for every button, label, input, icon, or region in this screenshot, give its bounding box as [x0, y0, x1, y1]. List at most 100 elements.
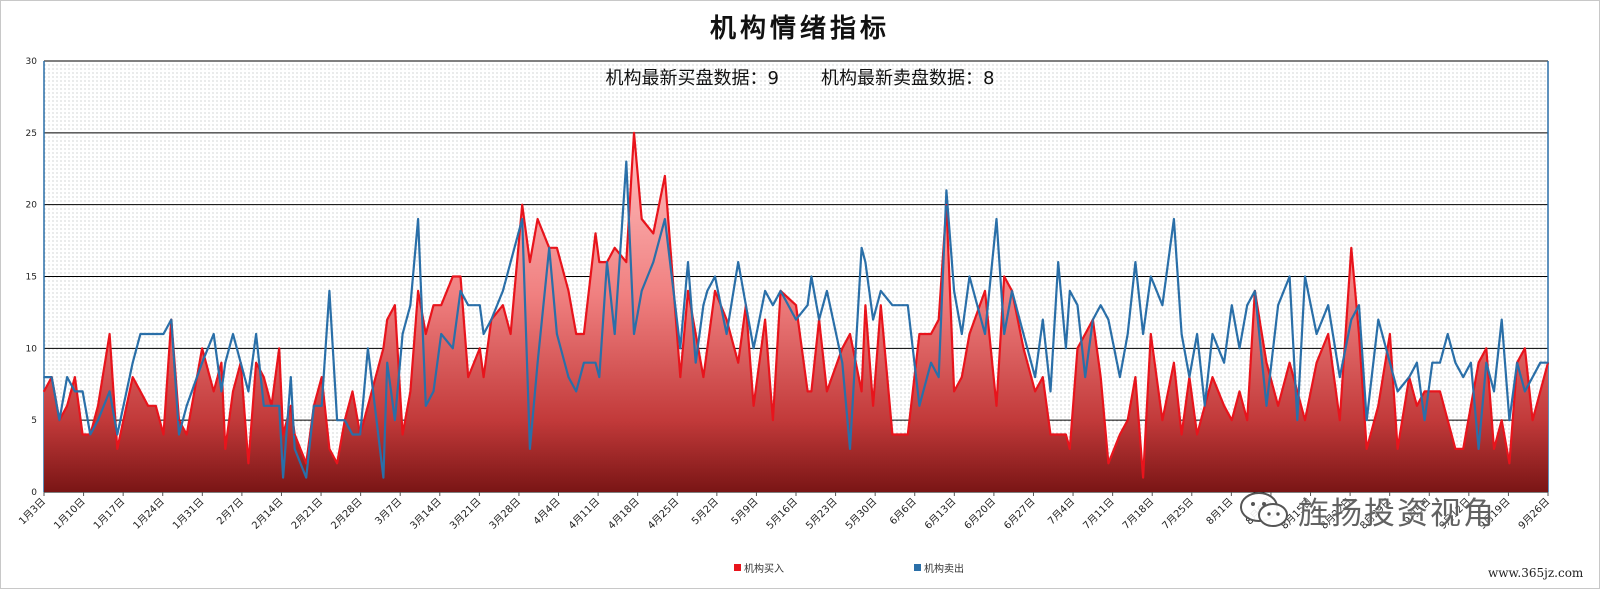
sell-point: [687, 261, 689, 263]
buy-point: [432, 304, 435, 307]
legend-item-sell: 机构卖出: [914, 560, 964, 575]
sell-point: [502, 290, 504, 292]
sell-point: [937, 376, 940, 378]
sell-point: [1069, 290, 1071, 292]
buy-point: [1350, 246, 1353, 249]
sell-point: [1092, 318, 1094, 321]
sell-point: [201, 361, 203, 364]
sell-point: [220, 390, 223, 393]
buy-point: [1034, 390, 1036, 393]
sell-point: [1416, 361, 1418, 364]
sell-point: [1470, 361, 1472, 364]
sell-point: [548, 246, 550, 249]
buy-point: [116, 448, 119, 450]
buy-point: [1500, 419, 1503, 421]
buy-point: [328, 448, 331, 450]
buy-point: [509, 333, 512, 335]
sell-point: [826, 290, 828, 292]
sell-point: [1524, 390, 1526, 393]
sell-point: [1211, 333, 1214, 335]
sell-point: [1022, 333, 1025, 335]
sell-point: [478, 304, 481, 307]
sell-point: [1508, 419, 1511, 421]
buy-point: [664, 175, 666, 177]
sell-point: [1084, 376, 1087, 378]
buy-point: [567, 290, 570, 292]
buy-point: [247, 462, 250, 465]
x-tick-label: 2月7日: [214, 496, 246, 528]
sell-point: [860, 246, 863, 249]
buy-point: [594, 232, 597, 235]
sell-point: [58, 419, 61, 421]
buy-point: [282, 433, 284, 436]
y-tick-label: 5: [31, 416, 37, 426]
buy-point: [386, 318, 389, 321]
legend-label-buy: 机构买入: [744, 564, 784, 575]
sell-point: [1119, 376, 1121, 378]
buy-point: [1107, 462, 1110, 465]
buy-point: [1246, 419, 1248, 421]
buy-point: [907, 433, 909, 436]
sell-point: [401, 333, 404, 335]
sell-point: [282, 476, 284, 479]
sell-point: [1396, 390, 1399, 393]
sell-point: [1377, 318, 1380, 321]
sell-point: [255, 333, 257, 335]
buy-point: [1365, 448, 1368, 450]
sell-point: [880, 290, 882, 292]
sell-point: [864, 261, 867, 263]
buy-point: [351, 390, 354, 393]
buy-point: [694, 333, 697, 335]
sell-point: [702, 304, 705, 307]
buy-point: [224, 448, 227, 450]
sell-point: [1358, 304, 1360, 307]
buy-point: [556, 246, 558, 249]
buy-point: [1327, 333, 1329, 335]
sell-point: [1042, 318, 1044, 321]
sell-point: [1423, 419, 1426, 421]
buy-point: [66, 405, 68, 407]
buy-point: [1022, 347, 1025, 350]
sell-point: [131, 361, 134, 364]
sell-point: [239, 361, 242, 364]
buy-point: [521, 203, 523, 206]
sell-point: [81, 390, 84, 393]
sell-point: [1327, 304, 1329, 307]
x-tick-label: 1月31日: [170, 496, 206, 532]
buy-point: [687, 290, 689, 292]
sell-point: [1034, 376, 1036, 378]
buy-point: [255, 361, 257, 364]
buy-point: [1057, 433, 1060, 436]
x-tick-label: 7月11日: [1081, 496, 1117, 532]
latest-sell-text: 机构最新卖盘数据：8: [821, 68, 995, 89]
sell-point: [467, 304, 470, 307]
sell-point: [97, 419, 99, 421]
x-tick-label: 1月10日: [52, 496, 88, 532]
sell-point: [984, 333, 986, 335]
x-tick-label: 7月18日: [1120, 496, 1156, 532]
sell-point: [598, 376, 601, 378]
buy-point: [382, 347, 385, 350]
y-tick-label: 20: [26, 201, 38, 211]
legend-swatch-sell: [914, 564, 921, 571]
sell-point: [1246, 304, 1248, 307]
x-tick-label: 6月27日: [1001, 496, 1037, 532]
buy-point: [625, 261, 628, 263]
sell-point: [1454, 361, 1457, 364]
buy-point: [1477, 361, 1480, 364]
sell-point: [155, 333, 157, 335]
sell-point: [779, 290, 782, 292]
sell-point: [344, 419, 346, 421]
buy-point: [409, 390, 412, 393]
sell-point: [359, 433, 362, 436]
buy-point: [1439, 390, 1441, 393]
x-tick-label: 1月17日: [91, 496, 127, 532]
buy-point: [1134, 376, 1137, 378]
buy-point: [1142, 476, 1144, 479]
y-tick-label: 10: [26, 344, 38, 354]
legend-label-sell: 机构卖出: [924, 564, 964, 575]
sell-point: [918, 405, 921, 407]
buy-point: [81, 433, 84, 436]
sell-point: [386, 361, 389, 364]
